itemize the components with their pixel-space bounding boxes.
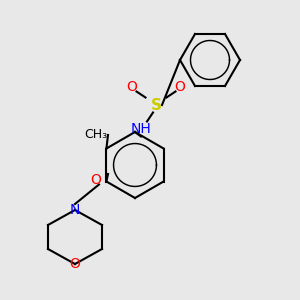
Text: O: O (175, 80, 185, 94)
Text: NH: NH (130, 122, 152, 136)
Text: O: O (70, 257, 80, 271)
Text: N: N (70, 203, 80, 217)
Text: O: O (91, 173, 101, 187)
Text: S: S (151, 98, 161, 112)
Text: CH₃: CH₃ (84, 128, 108, 142)
Text: O: O (127, 80, 137, 94)
